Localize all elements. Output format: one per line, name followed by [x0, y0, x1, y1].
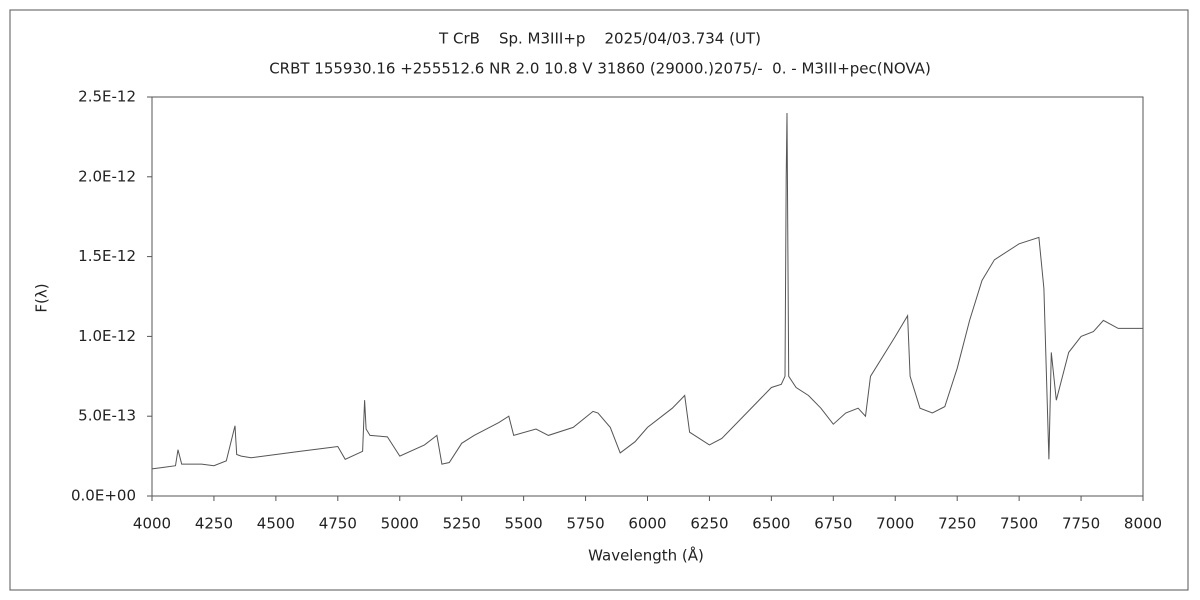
x-tick-label: 7500 [1000, 515, 1038, 533]
x-tick-label: 4500 [257, 515, 295, 533]
chart-border [9, 9, 1189, 591]
x-tick-label: 6500 [752, 515, 790, 533]
x-tick-label: 5500 [505, 515, 543, 533]
x-tick-label: 7000 [876, 515, 914, 533]
x-tick-label: 6750 [814, 515, 852, 533]
x-tick-label: 5000 [381, 515, 419, 533]
y-tick-label: 5.0E-13 [78, 407, 136, 425]
x-tick-label: 5250 [443, 515, 481, 533]
y-tick-label: 0.0E+00 [71, 487, 136, 505]
plot-border [151, 96, 1144, 497]
y-tick-label: 1.5E-12 [78, 247, 136, 265]
x-tick-label: 4750 [319, 515, 357, 533]
x-tick-label: 5750 [566, 515, 604, 533]
x-tick-label: 4000 [133, 515, 171, 533]
x-tick-label: 4250 [195, 515, 233, 533]
spectrum-line [151, 112, 1143, 470]
x-axis-label: Wavelength (Å) [588, 546, 704, 565]
x-tick-label: 8000 [1124, 515, 1162, 533]
x-tick-label: 7250 [938, 515, 976, 533]
y-tick-label: 2.0E-12 [78, 167, 136, 185]
x-tick-label: 6250 [690, 515, 728, 533]
chart-subtitle: CRBT 155930.16 +255512.6 NR 2.0 10.8 V 3… [269, 60, 931, 78]
x-tick-label: 6000 [628, 515, 666, 533]
y-tick-label: 1.0E-12 [78, 327, 136, 345]
chart-title: T CrB Sp. M3III+p 2025/04/03.734 (UT) [438, 30, 761, 48]
y-axis-label: F(λ) [33, 283, 51, 312]
y-tick-label: 2.5E-12 [78, 88, 136, 106]
x-tick-label: 7750 [1062, 515, 1100, 533]
